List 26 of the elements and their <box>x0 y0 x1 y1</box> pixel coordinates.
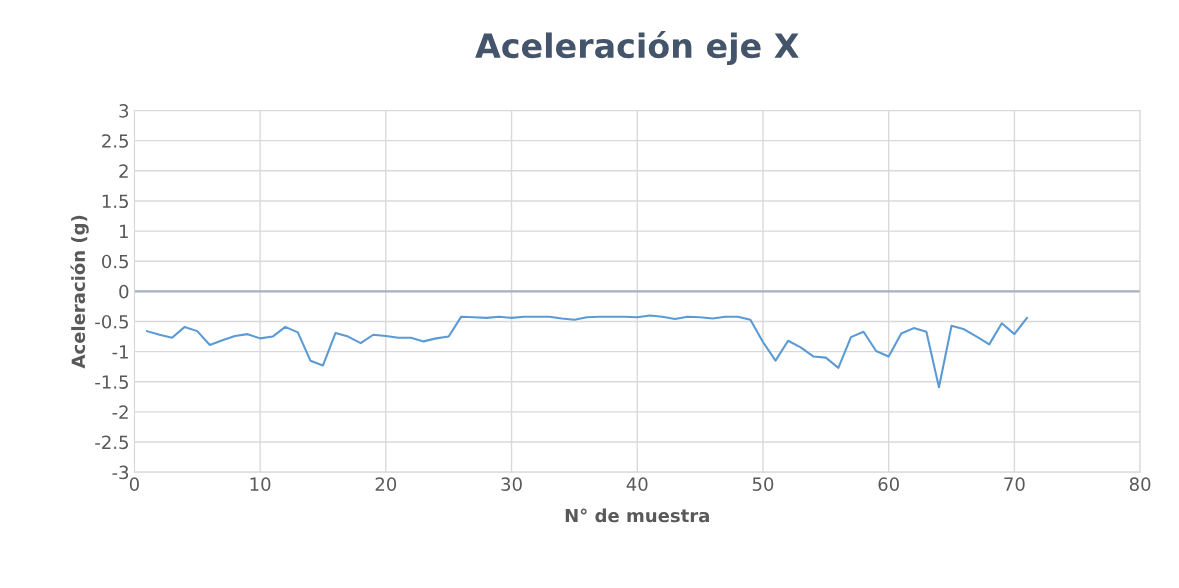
y-tick-label: 3 <box>119 104 129 118</box>
x-tick-label: 10 <box>250 477 271 491</box>
y-tick-label: -1 <box>112 345 128 359</box>
y-tick-label: -0.5 <box>95 314 128 329</box>
x-tick-label: 70 <box>1004 477 1025 491</box>
x-tick-label: 60 <box>878 477 899 491</box>
y-tick-label: -2 <box>112 405 128 419</box>
x-tick-label: 20 <box>375 477 397 491</box>
x-tick-label: 30 <box>501 477 522 491</box>
y-tick-label: -1.5 <box>95 375 128 389</box>
y-tick-label: 2 <box>119 164 128 178</box>
y-tick-label: -2.5 <box>95 435 128 450</box>
line-series <box>145 314 1028 389</box>
y-tick-label: 0 <box>119 284 129 299</box>
y-tick-label: -3 <box>112 465 129 480</box>
chart-title: Aceleración eje X <box>475 31 799 65</box>
y-tick-label: 1 <box>120 224 128 238</box>
x-tick-label: 40 <box>626 477 648 491</box>
y-tick-label: 1.5 <box>102 194 128 209</box>
x-tick-label: 80 <box>1129 477 1151 491</box>
x-axis-title: N° de muestra <box>565 508 709 523</box>
x-tick-label: 50 <box>752 477 774 491</box>
y-tick-label: 2.5 <box>102 134 128 148</box>
y-tick-label: 0.5 <box>102 254 128 269</box>
x-tick-label: 0 <box>129 477 139 491</box>
y-axis-title: Aceleración (g) <box>70 215 89 369</box>
